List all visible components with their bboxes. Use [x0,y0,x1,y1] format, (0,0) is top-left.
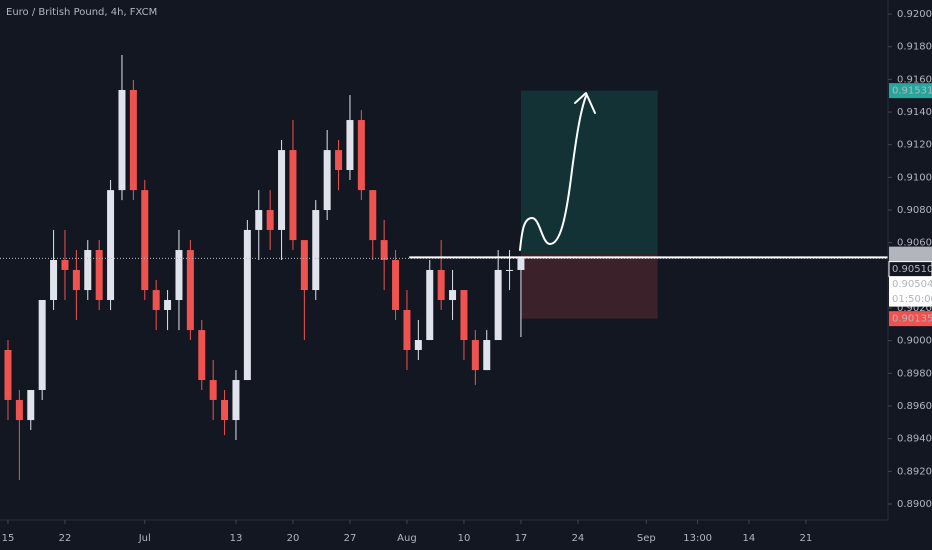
candle-body [209,380,217,400]
x-tick-label: 13:00 [683,533,712,544]
candle-body [243,229,251,381]
candle-body [175,250,183,301]
candle-body [426,269,434,341]
candle-body [15,399,23,421]
price-tag-label: 0.90530 [892,249,932,260]
stop-zone [520,254,658,319]
candle-body [369,190,377,241]
y-tick-label: 0.92000 [897,9,932,20]
candle-body [61,260,69,270]
price-tag-label: 0.90510 [892,264,932,275]
candle-body [4,349,12,400]
x-tick-label: 13 [230,533,243,544]
candle-body [312,210,320,291]
plot-area [0,55,888,480]
candle-body [380,240,388,260]
candle-body [141,190,149,291]
candle-body [494,269,502,341]
candle-body [27,390,35,421]
candle-body [471,340,479,371]
countdown-label: 01:50:00 [892,294,932,305]
candle-body [255,210,263,230]
candle-body [186,250,194,331]
candle-body [483,340,491,371]
price-tag [889,246,932,262]
price-tag-label: 0.90135 [892,314,932,325]
candle-body [50,260,58,301]
candle-body [152,290,160,310]
candle-body [129,89,137,191]
x-tick-label: 10 [458,533,471,544]
x-tick-label: 27 [344,533,357,544]
x-tick-label: 15 [2,533,15,544]
candle-body [517,258,525,270]
price-tag [889,311,932,327]
x-tick-label: 14 [743,533,756,544]
candle-body [266,210,274,230]
candle-body [289,150,297,241]
x-tick-label: 21 [800,533,813,544]
x-tick-label: 20 [287,533,300,544]
price-tags: 0.915310.905300.905100.9050401:50:000.90… [888,83,932,327]
candle-body [95,250,103,301]
x-tick-label: 22 [59,533,72,544]
price-tag-label: 0.91531 [892,86,932,97]
candle-body [232,380,240,421]
chart-title: Euro / British Pound, 4h, FXCM [6,7,157,18]
candle-body [506,269,514,271]
freehand-arrow [519,95,587,251]
candle-body [38,300,46,390]
candle-body [335,150,343,171]
price-tag [889,83,932,99]
x-tick-label: Sep [637,533,656,544]
candle-body [323,150,331,211]
x-tick-label: Jul [138,533,151,544]
candle-body [278,150,286,230]
candle-body [414,340,422,350]
candle-body [460,290,468,341]
price-tag [889,276,932,307]
candle-body [346,120,354,171]
candle-body [449,290,457,301]
candle-body [107,190,115,301]
arrow-head [574,92,596,114]
candle-body [392,260,400,310]
candle-body [221,399,229,421]
candle-body [403,309,411,350]
candle-body [357,120,365,191]
price-tag-label: 0.90504 [892,279,932,290]
candle-body [118,89,126,191]
candle-body [300,240,308,291]
x-tick-label: 24 [572,533,585,544]
candle-body [437,269,445,301]
candle-body [164,300,172,310]
x-tick-label: 17 [515,533,528,544]
candle-body [198,330,206,381]
x-tick-label: Aug [397,533,417,544]
candle-body [72,269,80,291]
candle-body [84,250,92,291]
target-zone [520,90,658,255]
